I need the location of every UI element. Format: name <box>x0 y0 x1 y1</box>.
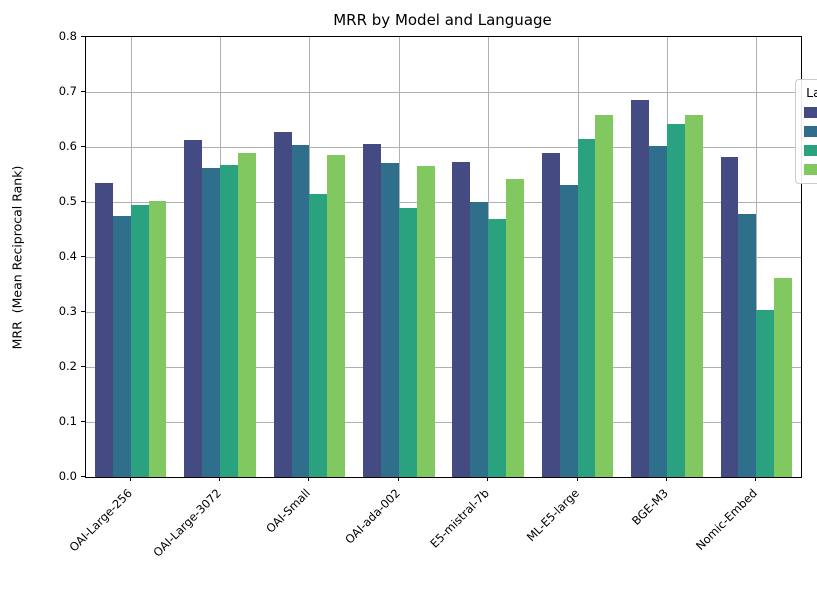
h-gridline-0.7 <box>86 92 801 93</box>
bar-CS-E5-mistral-7b <box>506 178 524 477</box>
bar-EN-BGE-M3 <box>631 99 650 477</box>
bar-CS-OAI-Small <box>327 154 346 477</box>
legend-entry-HU: HU <box>804 143 817 157</box>
h-gridline-0.5 <box>86 202 801 203</box>
bar-FR-OAI-Large-3072 <box>202 168 221 477</box>
y-tick-mark-0.8 <box>81 36 85 37</box>
bar-FR-Nomic-Embed <box>738 214 757 477</box>
bar-CS-OAI-Large-256 <box>148 200 167 477</box>
legend-entries: EN FR HU CS <box>804 105 817 176</box>
y-tick-mark-0.3 <box>81 311 85 312</box>
bar-CS-OAI-ada-002 <box>416 165 435 477</box>
y-tick-label-0.4: 0.4 <box>58 248 77 263</box>
legend-entry-CS: CS <box>804 162 817 176</box>
x-tick-label-OAI-Large-256: OAI-Large-256 <box>66 486 135 555</box>
bar-HU-OAI-Large-256 <box>130 204 149 477</box>
bar-FR-OAI-Large-256 <box>112 216 131 477</box>
bar-EN-Nomic-Embed <box>720 156 739 477</box>
x-tick-mark-OAI-ada-002 <box>397 477 399 481</box>
y-tick-label-0.6: 0.6 <box>58 138 77 153</box>
y-tick-label-0.3: 0.3 <box>58 303 77 318</box>
y-tick-label-0.0: 0.0 <box>58 468 77 483</box>
x-tick-mark-ML-E5-large <box>576 477 578 481</box>
bar-CS-BGE-M3 <box>684 115 703 477</box>
bar-FR-E5-mistral-7b <box>470 202 489 477</box>
y-tick-mark-0.2 <box>81 366 85 367</box>
y-tick-label-0.5: 0.5 <box>58 193 77 208</box>
legend-swatch-CS <box>804 163 817 175</box>
x-tick-mark-OAI-Large-3072 <box>219 477 221 481</box>
y-tick-mark-0.5 <box>81 201 85 202</box>
bar-EN-OAI-Small <box>273 132 292 477</box>
x-tick-mark-OAI-Large-256 <box>129 477 131 481</box>
bar-EN-OAI-Large-3072 <box>184 140 203 477</box>
x-tick-mark-BGE-M3 <box>665 477 667 481</box>
y-tick-mark-0.7 <box>81 91 85 92</box>
x-tick-mark-E5-mistral-7b <box>487 477 489 481</box>
bar-EN-E5-mistral-7b <box>452 162 471 477</box>
x-tick-mark-Nomic-Embed <box>755 477 757 481</box>
legend-entry-FR: FR <box>804 124 817 138</box>
bar-FR-OAI-Small <box>291 144 310 477</box>
h-gridline-0.3 <box>86 312 801 313</box>
h-gridline-0.2 <box>86 367 801 368</box>
y-tick-label-0.7: 0.7 <box>58 83 77 98</box>
y-tick-mark-0.4 <box>81 256 85 257</box>
legend-swatch-FR <box>804 125 817 137</box>
bar-HU-E5-mistral-7b <box>488 218 507 477</box>
h-gridline-0.1 <box>86 422 801 423</box>
bar-CS-Nomic-Embed <box>774 277 793 477</box>
y-tick-label-0.2: 0.2 <box>58 358 77 373</box>
bar-EN-OAI-Large-256 <box>94 182 113 478</box>
bar-CS-ML-E5-large <box>595 115 614 477</box>
bar-HU-ML-E5-large <box>577 138 596 477</box>
y-tick-mark-0.0 <box>81 476 85 477</box>
bar-FR-ML-E5-large <box>559 185 578 477</box>
v-gridline-Nomic-Embed <box>756 37 758 477</box>
bar-EN-OAI-ada-002 <box>363 143 381 477</box>
bar-FR-OAI-ada-002 <box>380 163 399 477</box>
bar-HU-Nomic-Embed <box>756 310 775 477</box>
y-tick-mark-0.6 <box>81 146 85 147</box>
plot-area: Language EN FR HU CS <box>85 36 817 478</box>
legend: Language EN FR HU CS <box>795 79 817 184</box>
y-axis-label: MRR (Mean Reciprocal Rank) <box>9 165 25 350</box>
legend-swatch-EN <box>804 106 817 118</box>
y-tick-mark-0.1 <box>81 421 85 422</box>
bar-EN-ML-E5-large <box>541 152 560 477</box>
chart-title: MRR by Model and Language <box>333 11 552 29</box>
bar-FR-BGE-M3 <box>649 146 667 477</box>
bar-HU-OAI-Small <box>309 193 328 477</box>
h-gridline-0.6 <box>86 147 801 148</box>
legend-title: Language <box>806 85 817 100</box>
legend-swatch-HU <box>804 144 817 156</box>
h-gridline-0.4 <box>86 257 801 258</box>
legend-entry-EN: EN <box>804 105 817 119</box>
y-tick-label-0.8: 0.8 <box>58 28 77 43</box>
bar-HU-OAI-ada-002 <box>398 208 417 477</box>
y-tick-label-0.1: 0.1 <box>58 413 77 428</box>
bar-HU-OAI-Large-3072 <box>220 164 238 477</box>
bar-CS-OAI-Large-3072 <box>237 152 256 477</box>
x-tick-mark-OAI-Small <box>308 477 310 481</box>
bar-HU-BGE-M3 <box>666 124 685 477</box>
